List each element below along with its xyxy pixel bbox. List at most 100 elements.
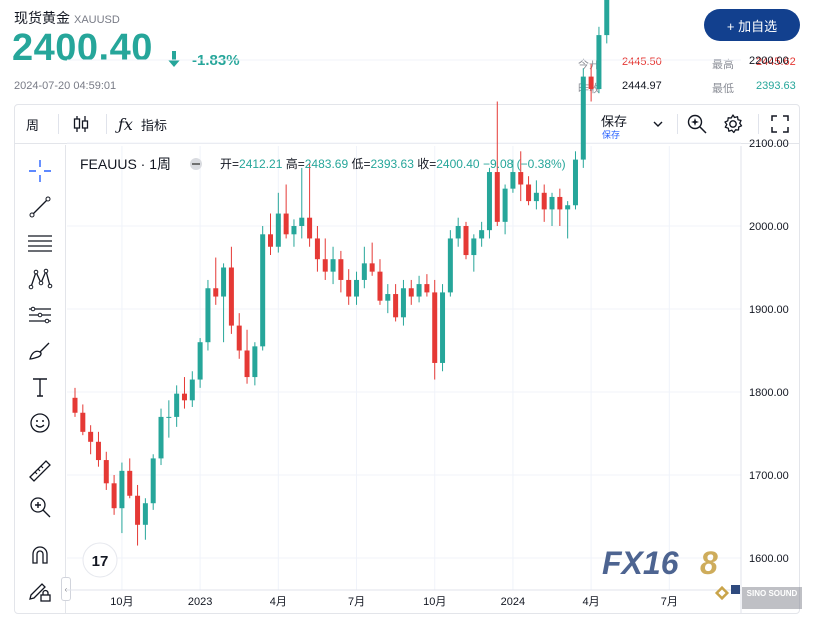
candle [189, 371, 195, 407]
smiley-icon [30, 413, 50, 433]
candle-body [181, 393, 187, 401]
candle-type-button[interactable] [72, 104, 90, 144]
candle-body [221, 267, 227, 297]
lock-drawings-tool[interactable] [26, 577, 54, 605]
candle [346, 269, 352, 305]
horizontal-lines-tool[interactable] [26, 229, 54, 257]
candle [80, 404, 86, 436]
candle-body [142, 503, 148, 525]
y-tick-label: 1800.00 [749, 387, 789, 399]
svg-text:8: 8 [700, 545, 718, 581]
save-dropdown[interactable] [652, 104, 664, 144]
candle-body [604, 0, 610, 36]
save-sublabel: 保存 [602, 130, 621, 140]
candle [455, 217, 461, 247]
candle [166, 400, 172, 438]
candle [408, 279, 414, 305]
candle [299, 167, 305, 239]
candle [588, 64, 594, 102]
legend-ohlc: 开=2412.21 高=2483.69 低=2393.63 收=2400.40 … [220, 156, 566, 171]
candle-body [346, 279, 352, 297]
y-tick-label: 2200.00 [749, 55, 789, 67]
svg-text:17: 17 [92, 553, 109, 570]
candle [494, 101, 500, 226]
legend-high: 2483.69 [305, 157, 349, 171]
instrument-symbol: XAUUSD [74, 14, 120, 26]
brush-tool[interactable] [26, 337, 54, 365]
candle [307, 163, 313, 247]
candle-body [189, 379, 195, 401]
candle-body [533, 192, 539, 202]
svg-text:FX16: FX16 [602, 545, 679, 581]
brush-icon [29, 342, 50, 360]
candle [479, 221, 485, 247]
candle-body [283, 213, 289, 235]
candle [518, 151, 524, 202]
candle-body [400, 288, 406, 318]
legend-open-label: 开= [220, 157, 239, 171]
y-tick-label: 1900.00 [749, 304, 789, 316]
candle-body [596, 35, 602, 90]
logos: 17 FX16 8 SINO SOUND [82, 542, 802, 609]
candle [275, 192, 281, 253]
candle-body [291, 226, 297, 235]
candle [127, 458, 133, 499]
candle-body [416, 284, 422, 297]
crosshair-tool[interactable] [26, 157, 54, 185]
candle [88, 425, 94, 455]
stat-high: 最高 2445.62 [712, 56, 796, 71]
candle-body [150, 458, 156, 504]
fullscreen-icon [771, 115, 789, 133]
tradingview-logo-icon: 17 [82, 542, 118, 578]
candle-body [299, 217, 305, 226]
legend-high-label: 高= [282, 156, 304, 171]
trend-line-tool[interactable] [26, 193, 54, 221]
chart-legend: FEAUUS · 1周 开=2412.21 高=2483.69 低=2393.63… [80, 156, 566, 172]
candle-body [174, 393, 180, 417]
candle-body [72, 397, 78, 413]
candle [549, 192, 555, 226]
settings-button[interactable] [722, 104, 744, 144]
fullscreen-button[interactable] [770, 104, 790, 144]
candle [142, 498, 148, 540]
candle-body [377, 271, 383, 301]
candle-body [95, 441, 101, 461]
quick-search-button[interactable] [686, 104, 708, 144]
candle-body [166, 416, 172, 418]
candle [572, 151, 578, 210]
candle-body [471, 238, 477, 256]
candle [244, 329, 250, 384]
interval-button[interactable]: 周 [26, 117, 40, 133]
save-button[interactable]: 保存 保存 [601, 104, 641, 140]
candle [400, 279, 406, 326]
candle-body [408, 288, 414, 297]
pattern-tool[interactable] [26, 265, 54, 293]
y-tick-label: 1700.00 [749, 470, 789, 482]
text-tool[interactable] [26, 373, 54, 401]
emoji-tool[interactable] [26, 409, 54, 437]
collapse-toolbar-button[interactable]: ‹ [61, 577, 71, 601]
candle [111, 475, 117, 515]
candle [385, 284, 391, 314]
candle [533, 180, 539, 210]
ruler-tool[interactable] [26, 457, 54, 485]
legend-change: −9.08 (−0.38%) [480, 157, 566, 171]
candle [604, 0, 610, 44]
candle-body [111, 483, 117, 509]
candle-body [268, 234, 273, 247]
indicators-button[interactable]: ƒx 指标 [118, 104, 167, 144]
candle-body [565, 205, 571, 210]
pencil-lock-icon [29, 583, 51, 602]
add-watchlist-button[interactable]: + 加自选 [704, 9, 800, 41]
fib-tool[interactable] [26, 301, 54, 329]
x-tick-label: 10月 [110, 596, 133, 608]
candle-body [463, 226, 469, 256]
candle-body [432, 292, 438, 363]
candle [213, 257, 219, 305]
magnet-tool[interactable] [26, 541, 54, 569]
zoom-tool[interactable] [26, 493, 54, 521]
x-tick-label: 2024 [501, 596, 525, 608]
candle-body [252, 346, 258, 378]
stat-low: 最低 2393.63 [712, 80, 796, 95]
